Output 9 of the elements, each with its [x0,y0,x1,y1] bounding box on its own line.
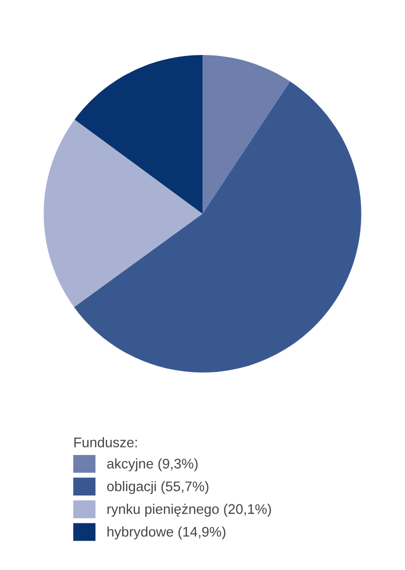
legend-title: Fundusze: [74,437,137,448]
legend-label: rynku pieniężnego (20,1%) [108,504,271,517]
pie-slice [202,54,290,214]
pie-slice [74,81,362,373]
legend-label: obligacji (55,7%) [107,481,208,494]
pie-slice [44,120,202,308]
legend-label: akcyjne (9,3%) [107,458,198,472]
legend-label: hybrydowe (14,9%) [108,526,226,540]
pie-slice [74,54,202,214]
